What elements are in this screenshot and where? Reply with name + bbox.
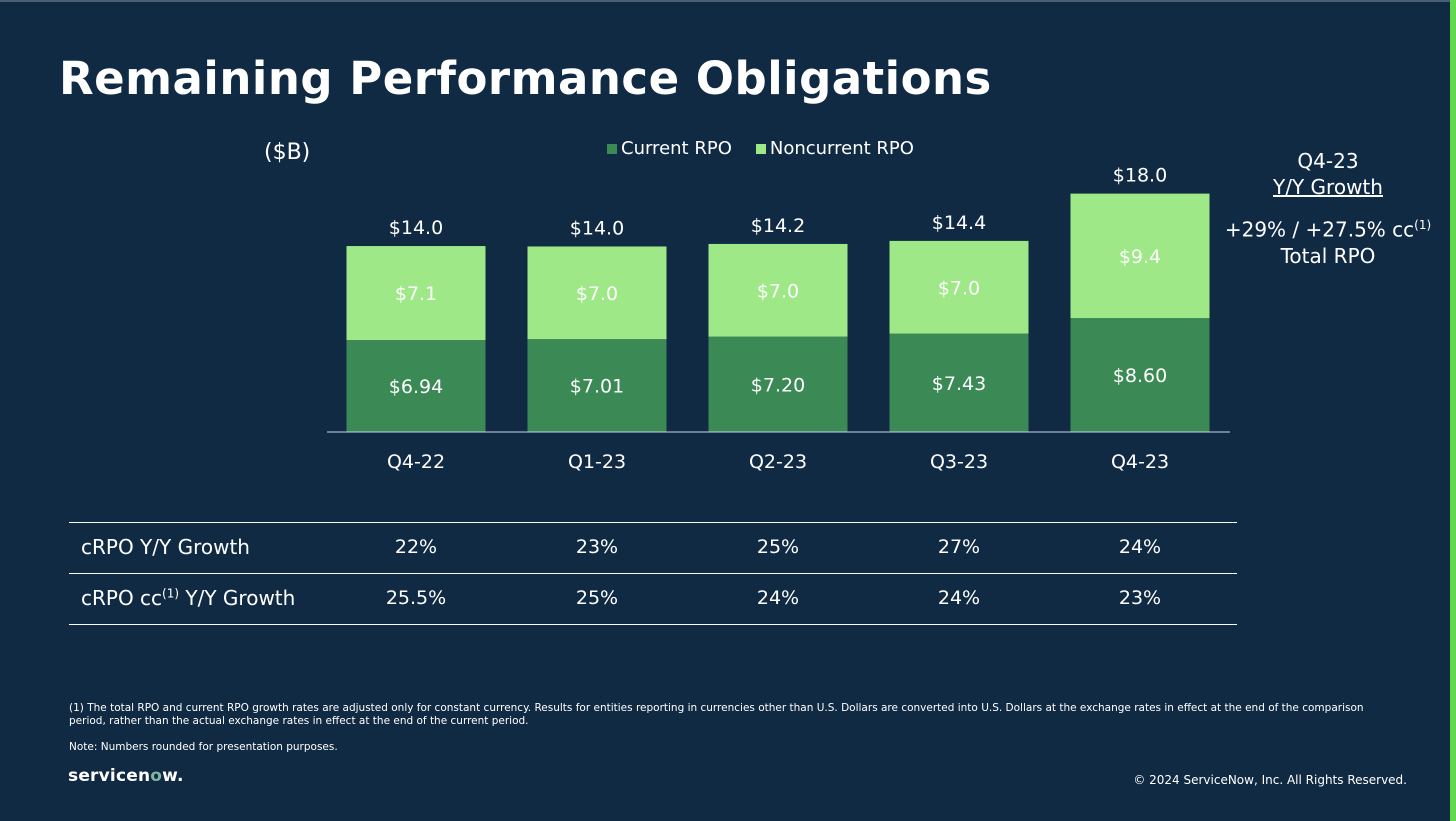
row-label: cRPO Y/Y Growth <box>81 535 250 559</box>
callout-growth: +29% / +27.5% cc(1) <box>1220 212 1436 243</box>
bar-noncurrent-Q1-23 <box>527 246 667 340</box>
row-label-text: cRPO cc <box>81 586 163 610</box>
data-label-noncurrent-Q3-23: $7.0 <box>938 277 980 299</box>
logo-text-start: servicen <box>68 766 151 786</box>
logo-text-end: w. <box>162 766 184 786</box>
growth-callout: Q4-23 Y/Y Growth +29% / +27.5% cc(1) Tot… <box>1220 148 1436 269</box>
table-cell: 23% <box>575 536 619 558</box>
row-label-text: cRPO Y/Y Growth <box>81 535 250 559</box>
footnote: (1) The total RPO and current RPO growth… <box>69 702 1364 727</box>
bar-current-Q3-23 <box>889 333 1029 432</box>
legend-item-noncurrent: Noncurrent RPO <box>755 138 914 159</box>
rounding-note: Note: Numbers rounded for presentation p… <box>69 741 338 753</box>
bar-noncurrent-Q2-23 <box>708 243 848 337</box>
bar-current-Q4-22 <box>346 340 486 432</box>
table-cell: 25% <box>756 536 800 558</box>
data-label-total-Q1-23: $14.0 <box>570 217 624 239</box>
bar-current-Q2-23 <box>708 336 848 432</box>
accent-bar <box>1450 0 1456 821</box>
x-tick-label-Q3-23: Q3-23 <box>930 451 988 473</box>
data-label-current-Q3-23: $7.43 <box>932 373 986 395</box>
table-cell: 24% <box>937 587 981 609</box>
rpo-bar-chart: $6.94 $7.1 $14.0 Q4-22 $7.01 $7.0 $14.0 Q1-23 $7… <box>327 165 1230 473</box>
table-cell: 25% <box>575 587 619 609</box>
data-label-noncurrent-Q1-23: $7.0 <box>576 283 618 305</box>
callout-metric: Total RPO <box>1280 243 1376 268</box>
table-cell: 23% <box>1118 587 1162 609</box>
table-cell: 24% <box>756 587 800 609</box>
legend-label-noncurrent: Noncurrent RPO <box>769 138 914 159</box>
copyright: © 2024 ServiceNow, Inc. All Rights Reser… <box>1133 773 1407 787</box>
callout-growth-value: +29% / +27.5% cc <box>1224 217 1415 242</box>
company-logo: servicenow. <box>68 766 184 786</box>
row-label: cRPO cc(1) Y/Y Growth <box>81 586 295 610</box>
legend-swatch-noncurrent <box>755 143 766 154</box>
data-label-noncurrent-Q4-22: $7.1 <box>395 283 437 305</box>
top-divider <box>0 0 1456 2</box>
table-row: cRPO cc(1) Y/Y Growth 25.5% 25% 24% 24% 23% <box>69 573 1237 625</box>
x-tick-label-Q4-23: Q4-23 <box>1111 451 1169 473</box>
data-label-noncurrent-Q4-23: $9.4 <box>1119 246 1161 268</box>
table-row: cRPO Y/Y Growth 22% 23% 25% 27% 24% <box>69 522 1237 573</box>
data-label-total-Q2-23: $14.2 <box>751 215 805 237</box>
logo-text-o: o <box>150 766 163 786</box>
chart-legend: Current RPO Noncurrent RPO <box>607 138 938 159</box>
bar-current-Q4-23 <box>1070 318 1210 432</box>
page-title: Remaining Performance Obligations <box>59 52 992 105</box>
data-label-current-Q2-23: $7.20 <box>751 374 805 396</box>
x-tick-label-Q2-23: Q2-23 <box>749 451 807 473</box>
unit-label: ($B) <box>264 140 311 165</box>
bar-noncurrent-Q4-23 <box>1070 193 1210 319</box>
callout-growth-footnote: (1) <box>1414 218 1432 232</box>
bar-noncurrent-Q4-22 <box>346 246 486 341</box>
table-cell: 27% <box>937 536 981 558</box>
data-label-current-Q4-22: $6.94 <box>389 376 443 398</box>
data-label-total-Q4-23: $18.0 <box>1113 165 1167 187</box>
data-label-noncurrent-Q2-23: $7.0 <box>757 280 799 302</box>
legend-swatch-current <box>607 143 617 154</box>
data-label-total-Q3-23: $14.4 <box>932 212 986 234</box>
table-cell: 22% <box>394 536 438 558</box>
bar-noncurrent-Q3-23 <box>889 240 1029 334</box>
bar-current-Q1-23 <box>527 339 667 432</box>
row-label-footnote: (1) <box>162 586 180 601</box>
legend-item-current: Current RPO <box>607 138 732 159</box>
x-tick-label-Q1-23: Q1-23 <box>568 451 626 473</box>
legend-label-current: Current RPO <box>621 138 732 159</box>
data-label-current-Q1-23: $7.01 <box>570 376 624 398</box>
callout-heading: Y/Y Growth <box>1273 175 1383 199</box>
row-label-suffix: Y/Y Growth <box>179 586 296 610</box>
callout-period: Q4-23 <box>1297 149 1359 173</box>
growth-table: cRPO Y/Y Growth 22% 23% 25% 27% 24% cRPO cc(1)… <box>69 522 1237 625</box>
table-cell: 24% <box>1118 536 1162 558</box>
x-tick-label-Q4-22: Q4-22 <box>387 451 445 473</box>
data-label-total-Q4-22: $14.0 <box>389 217 443 239</box>
table-cell: 25.5% <box>385 587 447 609</box>
data-label-current-Q4-23: $8.60 <box>1113 365 1167 387</box>
